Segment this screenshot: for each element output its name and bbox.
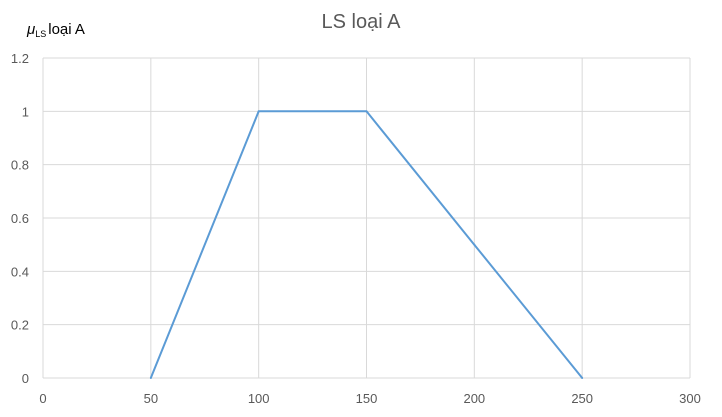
data-point: [581, 377, 584, 379]
y-tick-label: 0.8: [11, 158, 29, 173]
y-tick-label: 0: [22, 371, 29, 386]
x-tick-label: 150: [356, 391, 378, 406]
data-point: [365, 110, 368, 113]
y-tick-label: 0.2: [11, 318, 29, 333]
y-tick-label: 1: [22, 104, 29, 119]
x-tick-label: 200: [463, 391, 485, 406]
x-tick-label: 300: [679, 391, 701, 406]
data-point: [149, 377, 152, 379]
x-tick-label: 50: [144, 391, 158, 406]
x-tick-label: 250: [571, 391, 593, 406]
y-axis-label-symbol: μ: [26, 21, 35, 38]
data-point: [473, 243, 476, 246]
y-axis-label-subscript: LS: [35, 29, 46, 39]
y-tick-label: 0.4: [11, 264, 29, 279]
y-tick-label: 0.6: [11, 211, 29, 226]
gridlines: [42, 57, 691, 379]
x-tick-label: 0: [39, 391, 46, 406]
x-tick-label: 100: [248, 391, 270, 406]
plot-area: [149, 110, 584, 379]
y-tick-label: 1.2: [11, 51, 29, 66]
tick-labels: 0 0.2 0.4 0.6 0.8 1 1.2 0 50 100 150 200 250 300: [11, 51, 701, 406]
y-axis-label: μLS loại A: [26, 21, 85, 39]
data-point: [257, 110, 260, 113]
chart-title: LS loại A: [322, 11, 402, 33]
y-axis-label-text: loại A: [48, 21, 85, 38]
